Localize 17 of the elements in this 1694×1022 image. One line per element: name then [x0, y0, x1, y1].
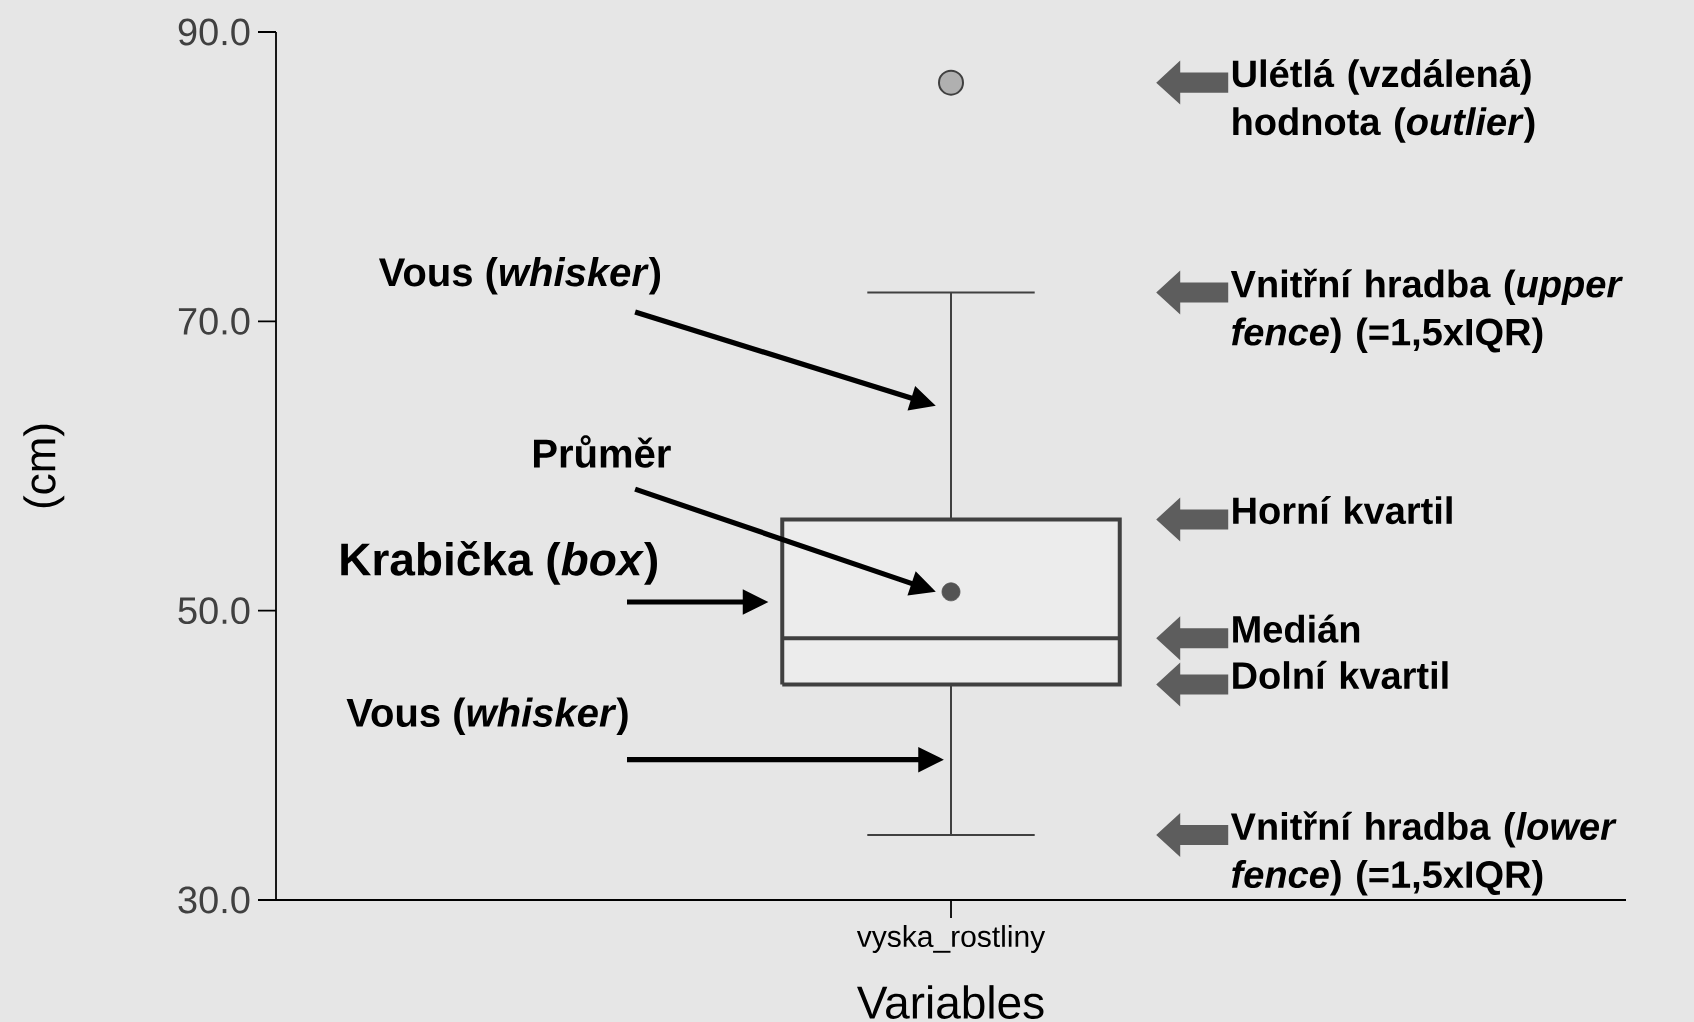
- text: Vnitřní hradba (lower fence) (=1,5xIQR): [1230, 811, 1617, 896]
- annotation: Průměr: [534, 435, 671, 468]
- y-tick-label: 90.0: [178, 18, 250, 46]
- annotation: Krabička (box): [341, 540, 657, 585]
- text: Vnitřní hradba (upper fence) (=1,5xIQR): [1230, 268, 1623, 354]
- y-tick-label: 50.0: [178, 597, 250, 625]
- annotation: Medián: [1233, 614, 1360, 643]
- x-tick-label: vyska_rostliny: [856, 925, 1046, 953]
- y-axis-title: (cm): [23, 424, 65, 508]
- y-tick-label: 30.0: [178, 886, 250, 914]
- annotation: Dolní kvartil: [1233, 660, 1448, 690]
- y-tick-label: 70.0: [178, 307, 250, 335]
- x-axis-title: Variables: [857, 985, 1044, 1019]
- annotation: Horní kvartil: [1233, 495, 1452, 525]
- annotation: Vous (whisker): [346, 697, 628, 735]
- annotation: Vous (whisker): [378, 257, 661, 295]
- annotation: Ulétlá (vzdálená) hodnota (outlier): [1232, 59, 1535, 143]
